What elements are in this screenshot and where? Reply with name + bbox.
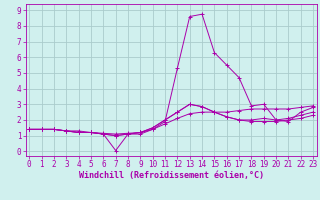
X-axis label: Windchill (Refroidissement éolien,°C): Windchill (Refroidissement éolien,°C)	[79, 171, 264, 180]
